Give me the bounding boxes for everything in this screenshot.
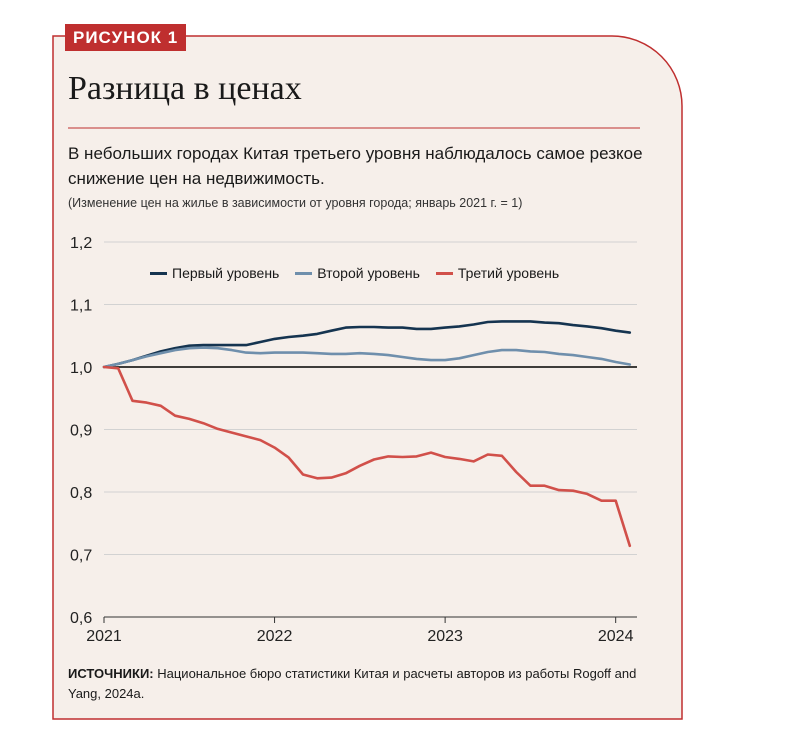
y-tick-label: 0,7: [70, 548, 92, 565]
grid-lines: [104, 241, 637, 618]
card-border: [52, 35, 683, 720]
x-tick-label: 2023: [427, 628, 463, 645]
source-label: ИСТОЧНИКИ:: [68, 666, 154, 681]
legend-item-tier3: Третий уровень: [435, 265, 560, 281]
x-tick-label: 2024: [598, 628, 634, 645]
legend-swatch-tier1: [150, 271, 167, 275]
x-tick-label: 2021: [86, 628, 122, 645]
y-tick-label: 0,6: [70, 610, 92, 627]
legend: Первый уровень Второй уровень Третий уро…: [150, 265, 571, 281]
figure-tag: РИСУНОК 1: [65, 24, 187, 51]
legend-label-tier1: Первый уровень: [172, 265, 280, 281]
tier2-series-line: [102, 346, 632, 369]
chart-title: Разница в ценах: [68, 70, 302, 107]
y-tick-label: 1,1: [70, 298, 92, 315]
x-axis-ticks: 2021 2022 2023 2024: [86, 616, 637, 645]
y-tick-label: 0,9: [70, 423, 92, 440]
legend-swatch-tier2: [295, 271, 313, 275]
y-axis-ticks: 0,6 0,7 0,8 0,9 1,0 1,1 1,2: [70, 235, 92, 627]
legend-swatch-tier3: [435, 271, 453, 275]
source-note: ИСТОЧНИКИ: Национальное бюро статистики …: [68, 664, 668, 704]
legend-item-tier1: Первый уровень: [150, 265, 279, 281]
y-tick-label: 1,0: [70, 360, 92, 377]
legend-label-tier2: Второй уровень: [317, 265, 420, 281]
series-lines: [102, 320, 632, 548]
chart-subtitle: В небольших городах Китая третьего уровн…: [68, 144, 643, 188]
y-tick-label: 1,2: [70, 235, 92, 252]
y-tick-label: 0,8: [70, 485, 92, 502]
legend-item-tier2: Второй уровень: [295, 265, 420, 281]
chart-note: (Изменение цен на жилье в зависимости от…: [68, 196, 523, 210]
tier1-series-line: [102, 320, 632, 369]
tier3-series-line: [102, 365, 632, 548]
x-tick-label: 2022: [257, 628, 293, 645]
source-text: Национальное бюро статистики Китая и рас…: [68, 666, 637, 701]
legend-label-tier3: Третий уровень: [457, 265, 560, 281]
